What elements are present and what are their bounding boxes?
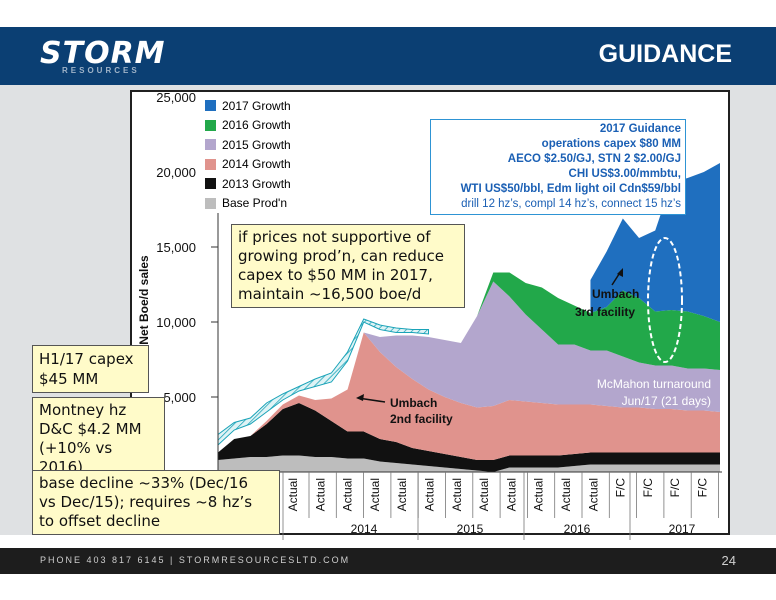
chart-legend: 2017 Growth 2016 Growth 2015 Growth 2014… xyxy=(205,96,313,213)
legend-label: 2015 Growth xyxy=(222,137,291,152)
guidance-line: WTI US$50/bbl, Edm light oil Cdn$59/bbl xyxy=(460,183,681,195)
x-tick-label: Actual xyxy=(368,478,382,511)
x-tick-label: Actual xyxy=(532,478,546,511)
x-tick-label: Actual xyxy=(504,478,518,511)
x-tick-label: F/C xyxy=(614,478,628,498)
annotation-mcmahon-line2: Jun/17 (21 days) xyxy=(622,394,711,408)
note-line: $45 MM xyxy=(39,370,99,388)
annotation-umbach2-line2: 2nd facility xyxy=(390,412,453,426)
note-line: maintain ~16,500 boe/d xyxy=(238,285,422,303)
legend-label: Base Prod'n xyxy=(222,196,287,211)
arrow-head-icon xyxy=(617,268,623,277)
x-tick-label: F/C xyxy=(641,478,655,498)
legend-label: 2016 Growth xyxy=(222,118,291,133)
guidance-box: 2017 Guidance operations capex $80 MM AE… xyxy=(430,119,686,215)
x-group-label: 2014 xyxy=(351,522,378,536)
legend-item-2014: 2014 Growth xyxy=(205,155,313,175)
x-tick-label: Actual xyxy=(395,478,409,511)
x-group-label: 2017 xyxy=(669,522,696,536)
swatch-icon xyxy=(205,158,216,170)
legend-label: 2013 Growth xyxy=(222,176,291,191)
note-line: if prices not supportive of xyxy=(238,228,431,246)
area-2016 xyxy=(218,272,720,453)
area-2017 xyxy=(590,163,720,322)
y-tick-label: 5,000 xyxy=(163,390,196,405)
x-tick-label: Actual xyxy=(286,478,300,511)
note-line: Montney hz xyxy=(39,401,127,419)
area-2015 xyxy=(218,281,720,453)
note-line: growing prod’n, can reduce xyxy=(238,247,444,265)
swatch-icon xyxy=(205,139,216,151)
x-group-label: 2015 xyxy=(457,522,484,536)
annotation-umbach3-line2: 3rd facility xyxy=(575,305,635,319)
legend-item-2016: 2016 Growth xyxy=(205,116,313,136)
x-tick-label: Actual xyxy=(559,478,573,511)
swatch-icon xyxy=(205,119,216,131)
slide-title: GUIDANCE xyxy=(598,40,732,68)
guidance-line: 2017 Guidance xyxy=(599,123,681,135)
swatch-icon xyxy=(205,100,216,112)
arrow-head-icon xyxy=(356,394,364,401)
note-line: capex to $50 MM in 2017, xyxy=(238,266,433,284)
note-line: base decline ~33% (Dec/16 xyxy=(39,474,249,492)
y-tick-label: 10,000 xyxy=(156,315,196,330)
x-tick-label: Actual xyxy=(586,478,600,511)
note-line: H1/17 capex xyxy=(39,350,134,368)
legend-label: 2014 Growth xyxy=(222,157,291,172)
y-tick-label: 20,000 xyxy=(156,165,196,180)
company-logo: STORM xyxy=(40,36,166,71)
guidance-line: AECO $2.50/GJ, STN 2 $2.00/GJ xyxy=(507,153,681,165)
footer-bar xyxy=(0,548,776,574)
legend-item-2015: 2015 Growth xyxy=(205,135,313,155)
y-tick-label: 25,000 xyxy=(156,90,196,105)
x-group-label: 2016 xyxy=(564,522,591,536)
page-number: 24 xyxy=(721,553,736,568)
note-h1-capex: H1/17 capex $45 MM xyxy=(32,345,149,393)
legend-item-base: Base Prod'n xyxy=(205,194,313,214)
annotation-umbach2-line1: Umbach xyxy=(390,396,437,410)
annotation-umbach3-line1: Umbach xyxy=(592,287,639,301)
guidance-line: operations capex $80 MM xyxy=(541,138,681,150)
y-tick-label: 15,000 xyxy=(156,240,196,255)
footer-contact: PHONE 403 817 6145 | STORMRESOURCESLTD.C… xyxy=(40,555,351,565)
note-line: D&C $4.2 MM xyxy=(39,420,142,438)
swatch-icon xyxy=(205,197,216,209)
legend-item-2013: 2013 Growth xyxy=(205,174,313,194)
x-tick-label: F/C xyxy=(696,478,710,498)
note-prices: if prices not supportive of growing prod… xyxy=(231,224,465,308)
annotation-mcmahon-line1: McMahon turnaround xyxy=(597,377,711,391)
company-logo-subtitle: RESOURCES xyxy=(62,66,140,75)
area-2014 xyxy=(218,332,720,460)
header-bar xyxy=(0,27,776,85)
guidance-line: drill 12 hz’s, compl 14 hz’s, connect 15… xyxy=(461,198,681,210)
area-base xyxy=(218,455,720,472)
note-line: to offset decline xyxy=(39,512,161,530)
note-decline: base decline ~33% (Dec/16 vs Dec/15); re… xyxy=(32,470,280,535)
x-tick-label: Actual xyxy=(423,478,437,511)
y-axis-label: Net Boe/d sales xyxy=(137,255,151,345)
x-tick-label: F/C xyxy=(668,478,682,498)
x-tick-label: Actual xyxy=(341,478,355,511)
hatched-band xyxy=(217,318,430,447)
x-tick-label: Actual xyxy=(477,478,491,511)
x-tick-label: Actual xyxy=(313,478,327,511)
swatch-icon xyxy=(205,178,216,190)
area-2013 xyxy=(218,403,720,472)
guidance-line: CHI US$3.00/mmbtu, xyxy=(568,168,681,180)
dashed-ellipse xyxy=(647,237,683,363)
legend-item-2017: 2017 Growth xyxy=(205,96,313,116)
x-tick-label: Actual xyxy=(450,478,464,511)
note-montney: Montney hz D&C $4.2 MM (+10% vs 2016) xyxy=(32,397,165,481)
note-line: vs Dec/15); requires ~8 hz’s xyxy=(39,493,253,511)
legend-label: 2017 Growth xyxy=(222,98,291,113)
